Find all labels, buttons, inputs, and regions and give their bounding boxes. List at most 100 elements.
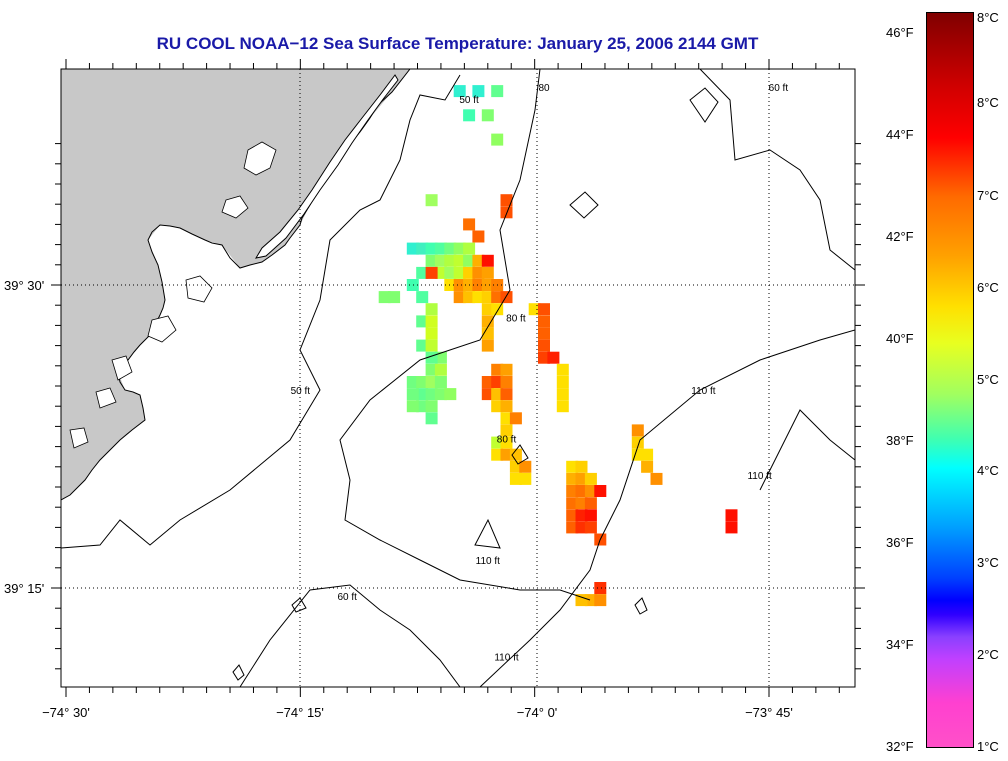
contour-label: 80 ft bbox=[506, 313, 526, 324]
sst-pixel bbox=[416, 315, 429, 328]
sst-pixel bbox=[378, 291, 391, 304]
contour-110ft-b bbox=[699, 69, 855, 271]
contour-label: 60 ft bbox=[769, 83, 789, 94]
colorbar-f-label: 36°F bbox=[886, 535, 914, 550]
sst-pixel bbox=[556, 363, 569, 376]
sst-pixel bbox=[509, 472, 522, 485]
sst-pixel bbox=[472, 254, 485, 267]
sst-pixel bbox=[481, 291, 494, 304]
contour-label: 110 ft bbox=[494, 653, 518, 664]
sst-pixel bbox=[481, 303, 494, 316]
sst-pixel bbox=[725, 521, 738, 534]
sst-pixel bbox=[463, 291, 476, 304]
sst-pixel bbox=[481, 266, 494, 279]
sst-pixel bbox=[491, 448, 504, 461]
gridlines bbox=[61, 69, 855, 687]
contour-label: 50 ft bbox=[459, 95, 479, 106]
colorbar-f-label: 34°F bbox=[886, 637, 914, 652]
contour-80ft bbox=[239, 584, 461, 687]
colorbar-c-label: 3°C bbox=[977, 555, 999, 570]
sst-pixel bbox=[425, 315, 438, 328]
sst-pixel bbox=[491, 363, 504, 376]
sst-pixel bbox=[444, 279, 457, 291]
bay-outline bbox=[69, 141, 277, 449]
contour-island-d bbox=[291, 597, 307, 613]
sst-pixel bbox=[463, 266, 476, 279]
sst-pixel bbox=[519, 472, 532, 485]
sst-pixel bbox=[566, 472, 579, 485]
sst-pixel bbox=[584, 472, 597, 485]
sst-pixel bbox=[453, 291, 466, 304]
sst-pixel bbox=[509, 412, 522, 425]
sst-pixel bbox=[434, 363, 447, 376]
contour-island-c bbox=[474, 518, 501, 549]
sst-pixel bbox=[491, 400, 504, 413]
sst-pixel bbox=[538, 327, 550, 340]
sst-pixel bbox=[584, 521, 597, 534]
sst-pixel bbox=[575, 509, 588, 522]
sst-pixel bbox=[416, 339, 429, 352]
sst-pixel bbox=[453, 266, 466, 279]
sst-pixel bbox=[472, 85, 485, 98]
sst-pixel bbox=[491, 436, 504, 449]
sst-pixel bbox=[388, 291, 401, 304]
sst-pixel bbox=[566, 521, 579, 534]
sst-pixel bbox=[500, 388, 513, 401]
sst-pixel bbox=[463, 109, 476, 122]
sst-pixel bbox=[641, 460, 654, 473]
sst-pixel bbox=[481, 339, 494, 352]
sst-pixel bbox=[500, 424, 513, 437]
colorbar-f-label: 38°F bbox=[886, 433, 914, 448]
contour-50ft bbox=[61, 74, 461, 549]
colorbar-f-label: 46°F bbox=[886, 25, 914, 40]
sst-pixel bbox=[575, 460, 588, 473]
colorbar-f-label: 44°F bbox=[886, 127, 914, 142]
sst-pixel bbox=[425, 400, 438, 413]
map-frame bbox=[60, 68, 856, 688]
sst-pixel bbox=[434, 376, 447, 388]
sst-pixel bbox=[566, 497, 579, 510]
sst-pixel bbox=[566, 460, 579, 473]
contour-label: 110 ft bbox=[476, 556, 500, 567]
sst-pixel bbox=[453, 242, 466, 255]
sst-pixel bbox=[491, 388, 504, 401]
sst-pixel bbox=[425, 266, 438, 279]
contour-island-e bbox=[634, 597, 648, 615]
contour-label: 80 ft bbox=[497, 435, 517, 446]
contour-label: 110 ft bbox=[691, 386, 715, 397]
contour-label: 80 bbox=[538, 83, 550, 94]
sst-pixel bbox=[453, 254, 466, 267]
bathymetry-contours bbox=[61, 69, 855, 687]
sst-pixel bbox=[406, 400, 419, 413]
sst-pixel bbox=[575, 497, 588, 510]
sst-pixel bbox=[584, 497, 597, 510]
colorbar-c-label: 8°C bbox=[977, 95, 999, 110]
sst-pixel bbox=[434, 254, 447, 267]
sst-pixel bbox=[481, 315, 494, 328]
lon-label: −74° 0' bbox=[517, 705, 558, 720]
sst-pixel bbox=[425, 327, 438, 340]
lon-label: −74° 30' bbox=[42, 705, 90, 720]
colorbar-f-label: 40°F bbox=[886, 331, 914, 346]
sst-pixel bbox=[434, 266, 447, 279]
sst-pixel bbox=[444, 388, 457, 401]
sst-pixel bbox=[594, 485, 607, 497]
lon-label: −74° 15' bbox=[276, 705, 324, 720]
colorbar-c-label: 5°C bbox=[977, 372, 999, 387]
colorbar-f-label: 32°F bbox=[886, 739, 914, 754]
sst-pixel bbox=[425, 254, 438, 267]
sst-pixel bbox=[528, 303, 541, 316]
barrier-island bbox=[254, 74, 399, 259]
sst-pixel bbox=[509, 448, 522, 461]
sst-pixel bbox=[416, 291, 429, 304]
sst-pixel bbox=[453, 85, 466, 98]
sst-pixel bbox=[500, 194, 513, 207]
sst-pixel bbox=[631, 448, 644, 461]
sst-pixel bbox=[416, 388, 429, 401]
contour-island-f bbox=[232, 664, 245, 681]
contour-label: 50 ft bbox=[291, 386, 311, 397]
sst-pixel bbox=[641, 448, 654, 461]
sst-pixel bbox=[519, 460, 532, 473]
temperature-colorbar bbox=[926, 12, 974, 748]
